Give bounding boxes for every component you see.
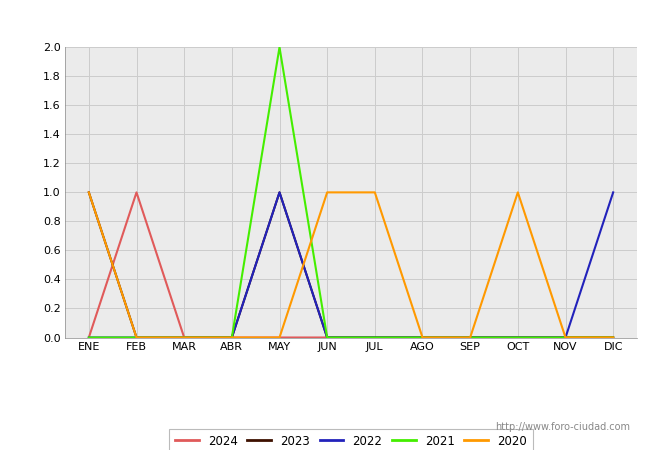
Legend: 2024, 2023, 2022, 2021, 2020: 2024, 2023, 2022, 2021, 2020 xyxy=(169,429,533,450)
Text: Matriculaciones de Vehiculos en Layana: Matriculaciones de Vehiculos en Layana xyxy=(159,10,491,28)
Text: http://www.foro-ciudad.com: http://www.foro-ciudad.com xyxy=(495,422,630,432)
